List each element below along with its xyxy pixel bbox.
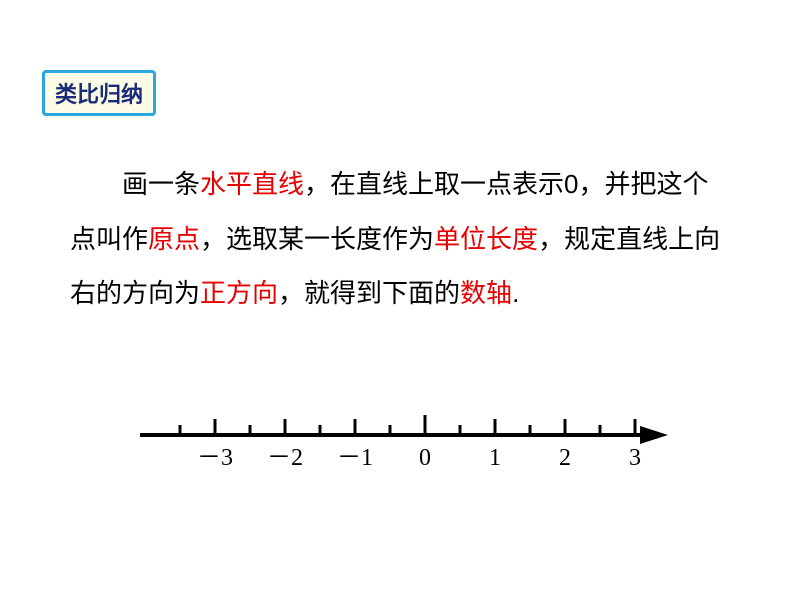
numberline-label: －3	[197, 445, 233, 471]
text-segment: 画一条	[122, 169, 200, 199]
text-segment: 水平直线	[200, 169, 304, 199]
numberline-label: 1	[489, 445, 501, 471]
text-segment: ，选取某一长度作为	[200, 224, 434, 254]
text-segment: 单位长度	[434, 224, 538, 254]
numberline-arrow	[640, 426, 668, 444]
text-segment: ，就得到下面的	[278, 278, 460, 308]
text-segment: 数轴	[460, 278, 512, 308]
numberline-label: 3	[629, 445, 641, 471]
text-segment: 正方向	[200, 278, 278, 308]
numberline-label: 2	[559, 445, 571, 471]
main-content: 画一条水平直线，在直线上取一点表示0，并把这个点叫作原点，选取某一长度作为单位长…	[70, 157, 724, 321]
text-segment: .	[512, 278, 519, 308]
numberline-diagram: －3 －2 －1 0 1 2 3	[130, 410, 680, 490]
numberline-label: －1	[337, 445, 373, 471]
analogy-badge: 类比归纳	[42, 70, 156, 116]
numberline-label: －2	[267, 445, 303, 471]
numberline-label: 0	[419, 445, 431, 471]
text-segment: 原点	[148, 224, 200, 254]
numberline-container: －3 －2 －1 0 1 2 3	[130, 410, 680, 490]
badge-text: 类比归纳	[55, 82, 143, 107]
